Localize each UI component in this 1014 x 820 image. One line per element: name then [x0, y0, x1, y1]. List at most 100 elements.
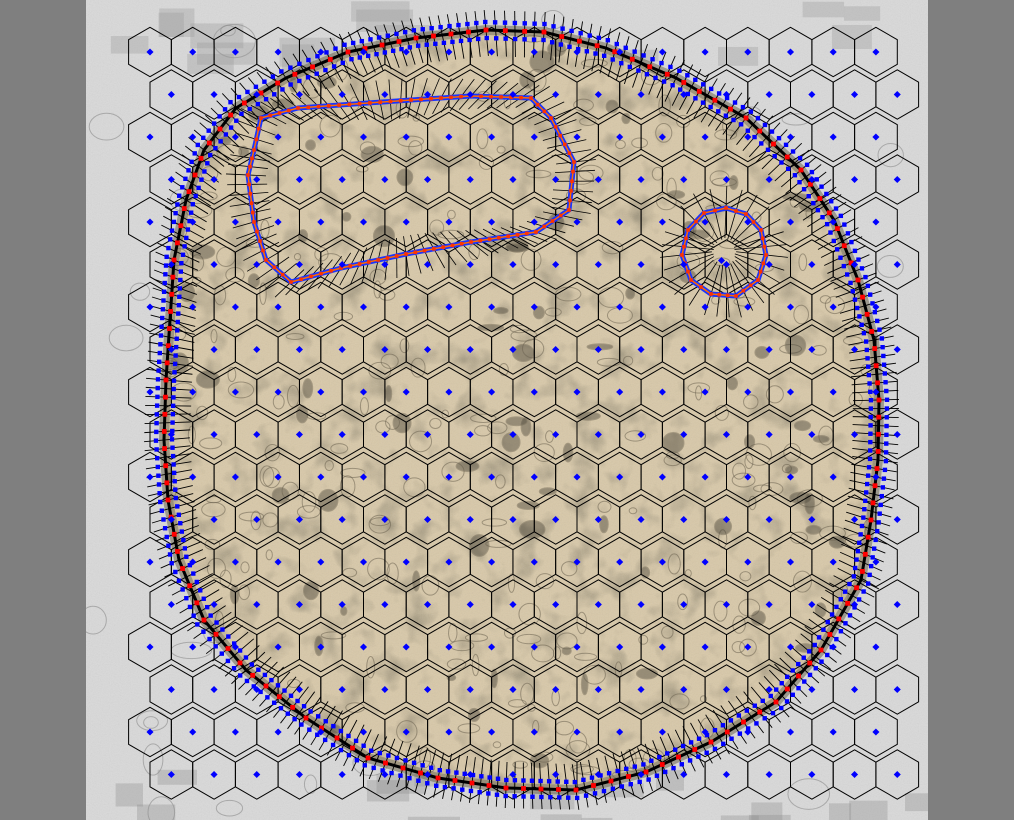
voronoi-cell [854, 281, 898, 333]
inner-boundary-point [524, 231, 529, 236]
seed-point [765, 90, 773, 99]
seed-point [530, 643, 538, 651]
boundary-spoke [158, 541, 202, 560]
inner-boundary-point [680, 253, 684, 257]
seed-point [744, 728, 752, 736]
outer-seed-point [350, 40, 356, 46]
outer-seed-point [849, 239, 854, 245]
inner-boundary-point [741, 288, 746, 293]
boundary-point-red [164, 480, 170, 486]
boundary-spoke [550, 14, 555, 61]
inner-spoke [716, 264, 724, 317]
inner-seed-point [220, 627, 225, 632]
seed-point [701, 48, 709, 56]
outer-seed-point [155, 464, 161, 470]
inner-seed-point [175, 504, 180, 509]
inner-seed-point [844, 272, 850, 277]
boundary-spoke [428, 16, 440, 62]
outer-seed-point [447, 23, 452, 29]
seed-point [786, 133, 795, 141]
seed-point [851, 430, 859, 439]
inner-seed-point [190, 202, 195, 207]
inner-seed-point [193, 193, 198, 199]
seed-point [872, 388, 880, 396]
outer-seed-point [486, 791, 491, 796]
seed-point [872, 218, 880, 226]
outer-seed-point [583, 793, 589, 798]
outer-seed-point [359, 38, 365, 44]
seed-point [381, 515, 389, 524]
inner-boundary-point [756, 278, 760, 282]
seed-point [146, 218, 154, 226]
boundary-point-red [818, 647, 824, 653]
inner-seed-point [201, 596, 206, 601]
outer-seed-point [879, 336, 885, 341]
seed-point [424, 430, 432, 439]
outer-seed-point [646, 777, 651, 782]
boundary-point-red [841, 243, 847, 249]
seed-point [274, 218, 282, 226]
outer-seed-point [610, 786, 616, 791]
inner-seed-point [202, 169, 207, 174]
inner-boundary-point [759, 228, 763, 232]
seed-point [594, 430, 602, 439]
boundary-point-red [591, 783, 596, 788]
seed-point [488, 48, 496, 56]
inner-seed-point [661, 79, 667, 84]
seed-point [829, 558, 837, 566]
outer-seed-point [721, 741, 726, 747]
boundary-spoke [812, 611, 852, 639]
inner-seed-point [850, 289, 855, 294]
boundary-spoke [848, 487, 894, 500]
boundary-spoke [144, 421, 191, 425]
ring-center-seed [717, 256, 726, 265]
seed-point [829, 473, 837, 481]
outer-seed-point [211, 121, 217, 126]
seed-point [701, 388, 709, 396]
seed-point [253, 260, 261, 269]
boundary-spoke [820, 596, 861, 623]
inner-seed-point [462, 771, 467, 777]
boundary-spoke [301, 49, 327, 90]
boundary-point-red [163, 463, 169, 469]
seed-point [189, 303, 197, 311]
seed-point [466, 685, 474, 694]
outer-seed-point [228, 99, 233, 105]
outer-seed-point [398, 773, 403, 778]
voronoi-cell [875, 409, 920, 460]
boundary-point-red [228, 112, 234, 118]
outer-seed-point [155, 455, 160, 461]
boundary-spoke [451, 754, 461, 801]
outer-seed-point [745, 726, 751, 731]
boundary-point-red [413, 35, 419, 41]
boundary-point-red [872, 346, 878, 351]
seed-point [295, 345, 303, 354]
inner-boundary-point [261, 248, 265, 253]
inner-seed-point [185, 227, 191, 232]
boundary-spoke [148, 493, 194, 506]
seed-point [509, 175, 517, 184]
outer-seed-point [748, 109, 754, 114]
outer-seed-point [288, 65, 293, 70]
inner-seed-point [239, 111, 244, 117]
outer-seed-point [161, 517, 166, 522]
seed-point [616, 48, 624, 56]
seed-point [146, 728, 154, 736]
seed-point [189, 48, 197, 56]
seed-point [744, 133, 752, 141]
seed-point [808, 90, 816, 99]
inner-seed-point [752, 703, 757, 708]
inner-seed-point [619, 60, 624, 66]
boundary-point-red [237, 660, 243, 666]
inner-boundary-point [247, 182, 251, 187]
seed-point [658, 643, 666, 651]
seed-point [701, 643, 709, 651]
boundary-spoke [145, 461, 192, 470]
inner-seed-point [861, 515, 866, 520]
boundary-spoke [150, 501, 195, 515]
boundary-spoke [179, 589, 220, 614]
boundary-point-red [873, 363, 879, 369]
seed-point [552, 685, 560, 694]
seed-point [167, 90, 175, 99]
inner-seed-point [249, 662, 255, 667]
